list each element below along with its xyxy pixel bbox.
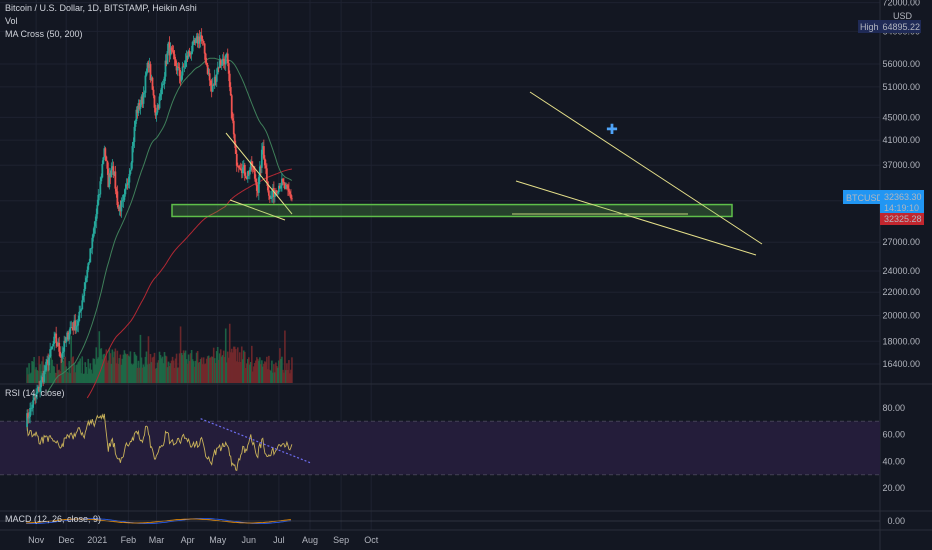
y-tick-label: 45000.00: [882, 112, 920, 122]
x-tick-label: 2021: [87, 535, 107, 545]
rsi-tick-label: 80.00: [882, 403, 905, 413]
x-tick-label: May: [209, 535, 227, 545]
support-zone[interactable]: [171, 203, 733, 218]
high-label: High: [860, 22, 879, 32]
ma-200-line: [86, 168, 292, 399]
macd-tick-label: 0.00: [887, 516, 905, 526]
rsi-label: RSI (14, close): [5, 388, 65, 398]
symbol-badge: BTCUSD: [846, 193, 884, 203]
price-badge: BTCUSD 32363.30 14:19:10 32325.28: [843, 190, 924, 225]
x-tick-label: Sep: [333, 535, 349, 545]
x-tick-label: Dec: [58, 535, 75, 545]
y-tick-label: 18000.00: [882, 336, 920, 346]
trendline-jan-upper[interactable]: [225, 132, 293, 215]
y-tick-label: 37000.00: [882, 160, 920, 170]
symbol-title: Bitcoin / U.S. Dollar, 1D, BITSTAMP, Hei…: [5, 3, 197, 13]
x-tick-label: Apr: [181, 535, 195, 545]
y-tick-label: 41000.00: [882, 135, 920, 145]
ma-cross-icon: ✚: [606, 121, 618, 137]
rsi-tick-label: 60.00: [882, 430, 905, 440]
macd-label: MACD (12, 26, close, 9): [5, 514, 101, 524]
x-tick-label: Jul: [273, 535, 285, 545]
high-badge: High 64895.22: [858, 20, 921, 33]
volume-bars: [26, 323, 293, 383]
x-tick-label: Jun: [242, 535, 257, 545]
x-tick-label: Oct: [364, 535, 379, 545]
macd-lines: [0, 518, 880, 524]
currency-label: USD: [893, 11, 913, 21]
ma-cross-label: MA Cross (50, 200): [5, 29, 83, 39]
y-tick-label: 20000.00: [882, 311, 920, 321]
y-tick-label: 24000.00: [882, 266, 920, 276]
axes: Nov Dec 2021 Feb Mar Apr May Jun Jul Aug Sep Oct 720…: [28, 0, 920, 545]
y-tick-label: 72000.00: [882, 0, 920, 8]
y-tick-label: 16400.00: [882, 359, 920, 369]
volume-label: Vol: [5, 16, 18, 26]
high-value: 64895.22: [882, 22, 920, 32]
ma-50-line: [46, 57, 293, 393]
trendline-upper[interactable]: [529, 91, 763, 245]
y-tick-label: 27000.00: [882, 237, 920, 247]
rsi-tick-label: 40.00: [882, 456, 905, 466]
price-badge-value: 32363.30: [884, 192, 922, 202]
y-tick-label: 22000.00: [882, 287, 920, 297]
x-tick-label: Mar: [149, 535, 165, 545]
countdown-badge: 14:19:10: [884, 203, 919, 213]
y-tick-label: 51000.00: [882, 82, 920, 92]
x-tick-label: Nov: [28, 535, 45, 545]
x-tick-label: Feb: [121, 535, 137, 545]
trendline-jan-lower[interactable]: [229, 199, 286, 221]
rsi-band: [0, 421, 880, 475]
x-tick-label: Aug: [302, 535, 318, 545]
rsi-tick-label: 20.00: [882, 483, 905, 493]
support-zone-fill: [172, 204, 732, 217]
trendline-lower[interactable]: [515, 180, 757, 256]
rsi-line: [26, 413, 293, 472]
candles: [26, 28, 293, 431]
y-tick-label: 56000.00: [882, 59, 920, 69]
ma-value-badge: 32325.28: [884, 214, 922, 224]
